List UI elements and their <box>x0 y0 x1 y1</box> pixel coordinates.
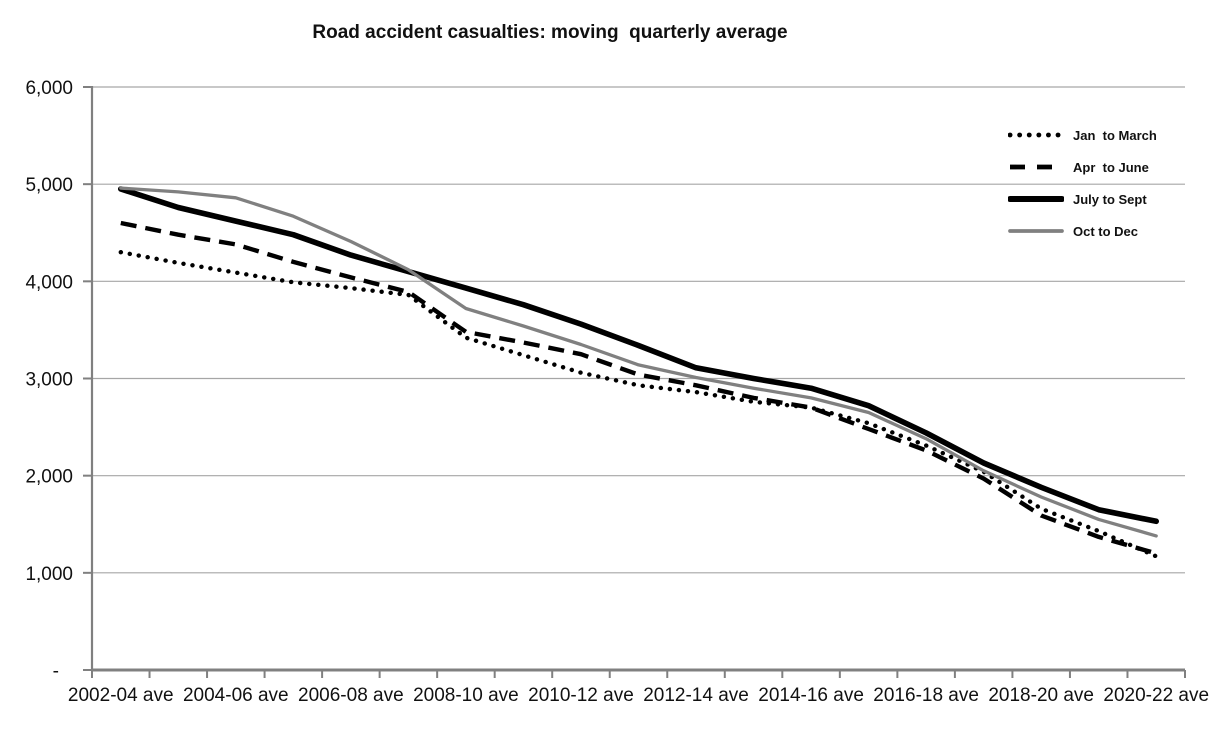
series-line-jan-to-march <box>118 249 1159 559</box>
y-tick-label: 5,000 <box>25 175 73 196</box>
x-tick-label: 2002-04 ave <box>68 685 174 706</box>
legend-line-sample-jan-to-march <box>1008 132 1064 138</box>
legend: Jan to March Apr to June July to Sept Oct t… <box>1008 119 1157 247</box>
x-tick-label: 2014-16 ave <box>758 685 864 706</box>
legend-label: Oct to Dec <box>1073 223 1139 239</box>
y-tick-label: 4,000 <box>25 272 73 293</box>
y-tick-label: 2,000 <box>25 467 73 488</box>
y-tick-label: - <box>53 661 59 682</box>
x-tick-label: 2016-18 ave <box>873 685 979 706</box>
legend-item-oct-to-dec: Oct to Dec <box>1008 215 1157 247</box>
legend-item-july-to-sept: July to Sept <box>1008 183 1157 215</box>
series-line-july-to-sept <box>118 186 1159 525</box>
legend-label: Apr to June <box>1073 159 1149 175</box>
legend-label: Jan to March <box>1073 127 1157 143</box>
legend-item-jan-to-march: Jan to March <box>1008 119 1157 151</box>
series-line-oct-to-dec <box>119 186 1158 538</box>
legend-line-sample-apr-to-june <box>1010 164 1062 170</box>
gridlines <box>92 86 1185 574</box>
legend-line-sample-oct-to-dec <box>1008 229 1064 233</box>
legend-line-sample-july-to-sept <box>1008 196 1064 202</box>
y-tick-label: 3,000 <box>25 370 73 391</box>
legend-label: July to Sept <box>1073 191 1147 207</box>
y-tick-label: 6,000 <box>25 78 73 99</box>
y-axis-labels: - 1,000 2,000 3,000 4,000 5,000 6,000 <box>25 78 92 682</box>
legend-item-apr-to-june: Apr to June <box>1008 151 1157 183</box>
x-axis-labels: 2002-04 ave 2004-06 ave 2006-08 ave 2008-10… <box>68 685 1209 706</box>
x-tick-label: 2006-08 ave <box>298 685 404 706</box>
x-tick-label: 2020-22 ave <box>1103 685 1209 706</box>
x-tick-label: 2008-10 ave <box>413 685 519 706</box>
x-tick-label: 2018-20 ave <box>988 685 1094 706</box>
x-tick-label: 2012-14 ave <box>643 685 749 706</box>
x-tick-label: 2010-12 ave <box>528 685 634 706</box>
series-line-apr-to-june <box>120 220 1157 556</box>
x-tick-label: 2004-06 ave <box>183 685 289 706</box>
x-axis-ticks <box>91 670 1186 678</box>
y-tick-label: 1,000 <box>25 564 73 585</box>
chart-title: Road accident casualties: moving quarter… <box>312 22 788 43</box>
